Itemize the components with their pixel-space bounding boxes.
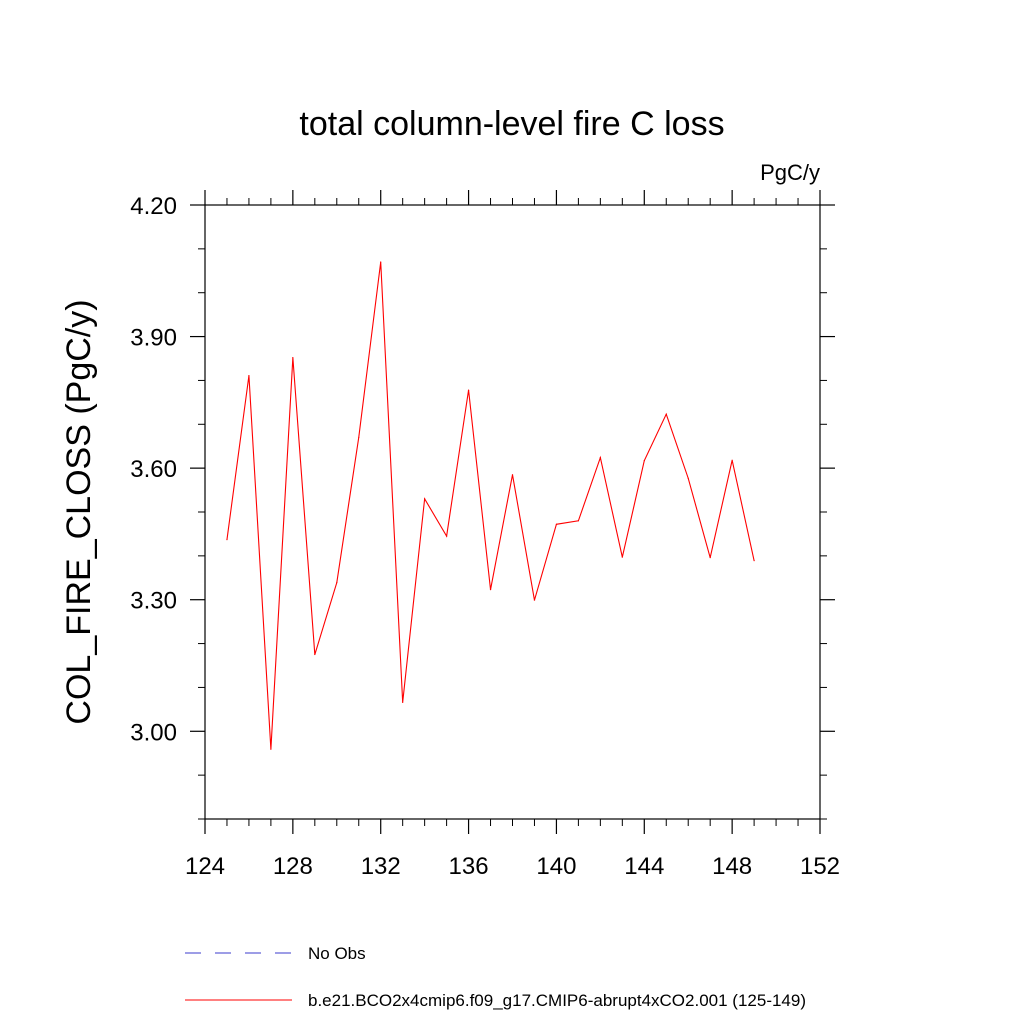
y-tick-label: 3.00 xyxy=(130,719,177,746)
data-point xyxy=(577,520,579,522)
x-tick-label: 152 xyxy=(800,853,840,880)
data-point xyxy=(533,599,536,601)
data-point xyxy=(489,589,492,591)
data-point xyxy=(621,556,623,558)
y-axis-label: COL_FIRE_CLOSS (PgC/y) xyxy=(60,299,98,724)
legend-label: b.e21.BCO2x4cmip6.f09_g17.CMIP6-abrupt4x… xyxy=(308,991,806,1010)
legend-label: No Obs xyxy=(308,944,366,963)
x-tick-label: 136 xyxy=(449,853,489,880)
x-tick-label: 132 xyxy=(361,853,401,880)
data-point xyxy=(753,560,755,562)
data-point xyxy=(380,261,382,263)
units-label: PgC/y xyxy=(760,160,820,185)
data-point xyxy=(599,457,601,459)
data-point xyxy=(709,557,711,559)
series-layer xyxy=(226,261,755,750)
data-point xyxy=(643,460,645,462)
y-tick-label: 4.20 xyxy=(130,193,177,220)
series-line xyxy=(226,261,755,750)
data-point xyxy=(402,701,404,703)
y-tick-label: 3.90 xyxy=(130,325,177,352)
x-tick-label: 128 xyxy=(273,853,313,880)
data-point xyxy=(248,375,250,377)
data-point xyxy=(270,748,272,750)
axis-ticks xyxy=(190,190,835,834)
data-point xyxy=(358,436,360,439)
data-point xyxy=(226,539,228,541)
y-tick-label: 3.60 xyxy=(130,456,177,483)
plot-frame xyxy=(204,204,821,820)
axis-tick-labels: 124 128 132 136 140 144 148 152 3.00 3.30 3.60 3.90… xyxy=(130,193,840,880)
data-point xyxy=(687,477,689,479)
x-tick-label: 140 xyxy=(536,853,576,880)
data-point xyxy=(424,498,426,500)
data-point xyxy=(665,413,667,415)
data-point xyxy=(511,474,514,476)
data-point xyxy=(314,653,316,656)
y-tick-label: 3.30 xyxy=(130,588,177,615)
x-tick-label: 148 xyxy=(712,853,752,880)
data-point xyxy=(555,523,558,525)
data-point xyxy=(292,357,294,359)
x-tick-label: 144 xyxy=(624,853,664,880)
data-point xyxy=(467,389,470,391)
legend: No Obs b.e21.BCO2x4cmip6.f09_g17.CMIP6-ab… xyxy=(185,944,806,1010)
data-point xyxy=(731,459,733,461)
data-point xyxy=(446,535,448,537)
x-tick-label: 124 xyxy=(185,853,225,880)
data-point xyxy=(336,582,338,584)
chart-title: total column-level fire C loss xyxy=(299,105,724,143)
